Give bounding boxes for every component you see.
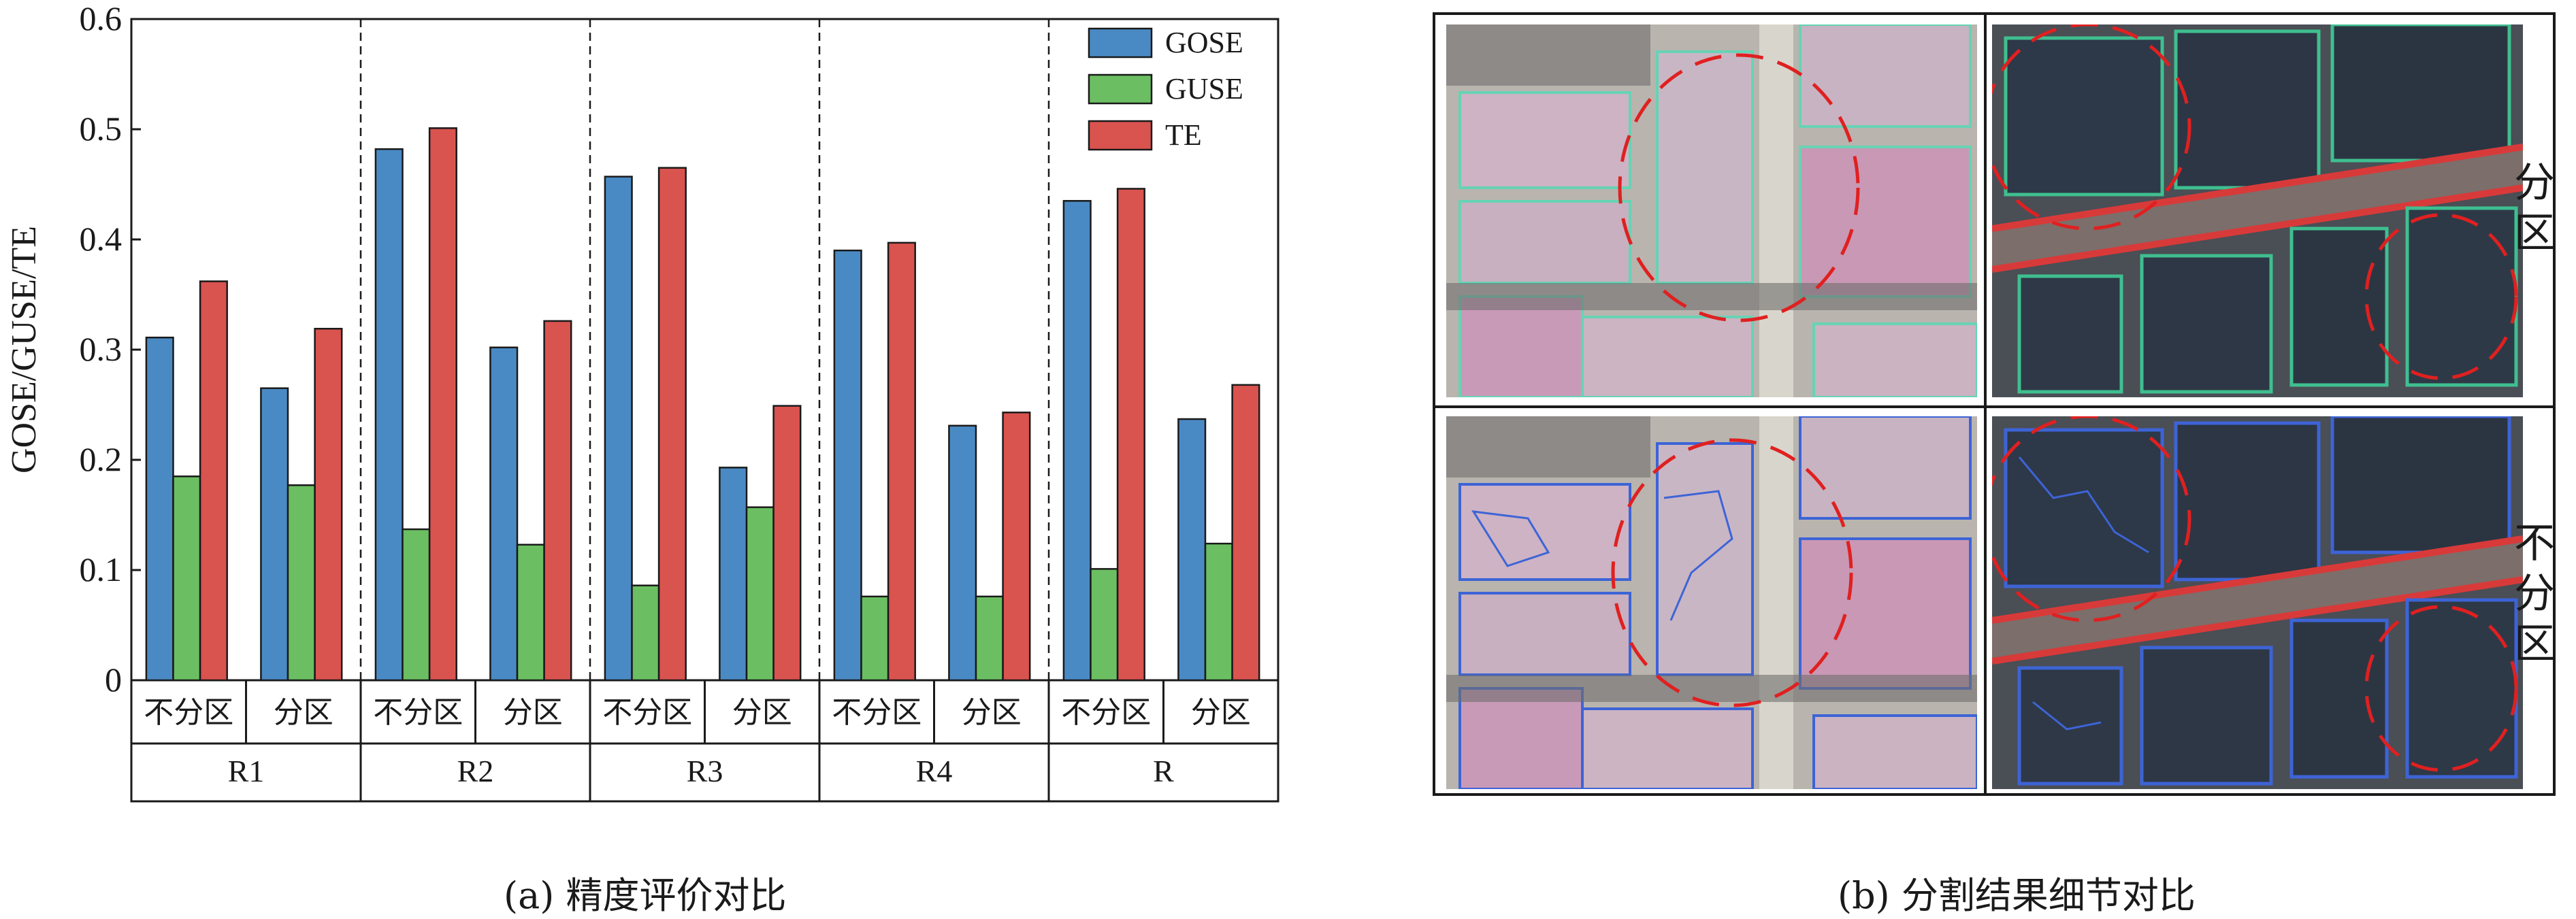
subcategory-label: 不分区 — [832, 695, 922, 730]
y-tick-label: 0.5 — [80, 110, 123, 148]
bar-guse — [975, 595, 1004, 682]
bar-te — [1002, 412, 1031, 682]
chart-labels: 0 0.1 0.2 0.3 0.4 0.5 0.6 GOSE/GUSE/TE 不分区 分区 R1 不分… — [5, 0, 1251, 788]
bar-te — [1231, 384, 1260, 682]
legend-label-guse: GUSE — [1165, 72, 1243, 105]
subcategory-label: 分区 — [503, 695, 563, 730]
bar-guse — [745, 506, 775, 682]
legend-swatch-te — [1088, 120, 1153, 151]
bar-gose — [374, 148, 404, 682]
tile-partitioned-ponds — [1992, 24, 2523, 397]
y-tick-label: 0.6 — [80, 0, 123, 37]
subcategory-label: 分区 — [732, 695, 792, 730]
legend-swatch-guse — [1088, 73, 1153, 105]
bar-gose — [1177, 418, 1207, 682]
y-tick-label: 0 — [105, 661, 122, 699]
bar-gose — [604, 176, 633, 682]
bar-guse — [287, 484, 316, 682]
bar-guse — [516, 544, 545, 682]
y-axis-label: GOSE/GUSE/TE — [5, 226, 44, 473]
legend-label-gose: GOSE — [1165, 26, 1243, 59]
bar-te — [887, 241, 916, 682]
bar-gose — [260, 387, 289, 682]
bar-guse — [860, 595, 890, 682]
bar-gose — [719, 467, 748, 682]
segmentation-panel: 分区 不分区 — [1433, 12, 2556, 796]
panel-horizontal-divider — [1435, 405, 2553, 408]
subcategory-label: 不分区 — [1061, 695, 1151, 730]
subcategory-label: 不分区 — [602, 695, 692, 730]
bar-te — [199, 280, 228, 682]
bar-guse — [172, 475, 201, 682]
y-tick-label: 0.2 — [80, 440, 123, 478]
subcategory-label: 分区 — [962, 695, 1022, 730]
group-label: R4 — [916, 754, 953, 788]
row-label-unpartitioned: 不分区 — [2514, 520, 2555, 668]
bar-guse — [1090, 568, 1119, 682]
bar-gose — [833, 249, 862, 682]
legend-label-te: TE — [1165, 118, 1202, 152]
caption-accuracy-comparison: (a) 精度评价对比 — [504, 874, 787, 917]
bar-te — [314, 327, 343, 682]
panel-vertical-divider — [1984, 15, 1987, 793]
tile-unpartitioned-ponds — [1992, 416, 2523, 789]
group-label: R2 — [457, 754, 494, 788]
group-label: R1 — [228, 754, 265, 788]
bar-te — [543, 320, 572, 682]
bar-chart: 0 0.1 0.2 0.3 0.4 0.5 0.6 GOSE/GUSE/TE 不分区 分区 R1 不分… — [5, 0, 1279, 803]
legend-swatch-gose — [1088, 27, 1153, 59]
group-label: R — [1153, 754, 1174, 788]
y-tick-label: 0.3 — [80, 330, 123, 368]
bar-gose — [948, 424, 977, 682]
chart-legend: GOSE GUSE TE — [1088, 26, 1243, 152]
bar-guse — [631, 584, 660, 682]
tile-partitioned-greenhouses — [1446, 24, 1977, 397]
y-tick-label: 0.1 — [80, 550, 123, 588]
row-label-partitioned: 分区 — [2514, 159, 2555, 257]
bar-gose — [1062, 200, 1092, 682]
subcategory-label: 不分区 — [373, 695, 463, 730]
bar-guse — [402, 528, 431, 682]
bar-guse — [1204, 542, 1233, 682]
subcategory-label: 分区 — [1191, 695, 1251, 730]
subcategory-label: 分区 — [274, 695, 333, 730]
bar-te — [1116, 188, 1145, 682]
caption-segmentation-detail: (b) 分割结果细节对比 — [1838, 874, 2196, 917]
bar-gose — [489, 346, 519, 682]
bar-te — [428, 127, 457, 682]
plot-frame — [130, 18, 1279, 803]
group-label: R3 — [687, 754, 723, 788]
subcategory-label: 不分区 — [144, 695, 233, 730]
bar-te — [772, 405, 802, 682]
y-tick-label: 0.4 — [80, 220, 123, 258]
chart-bars — [145, 127, 1260, 682]
bar-te — [657, 167, 687, 682]
bar-gose — [145, 336, 174, 682]
tile-unpartitioned-greenhouses — [1446, 416, 1977, 789]
